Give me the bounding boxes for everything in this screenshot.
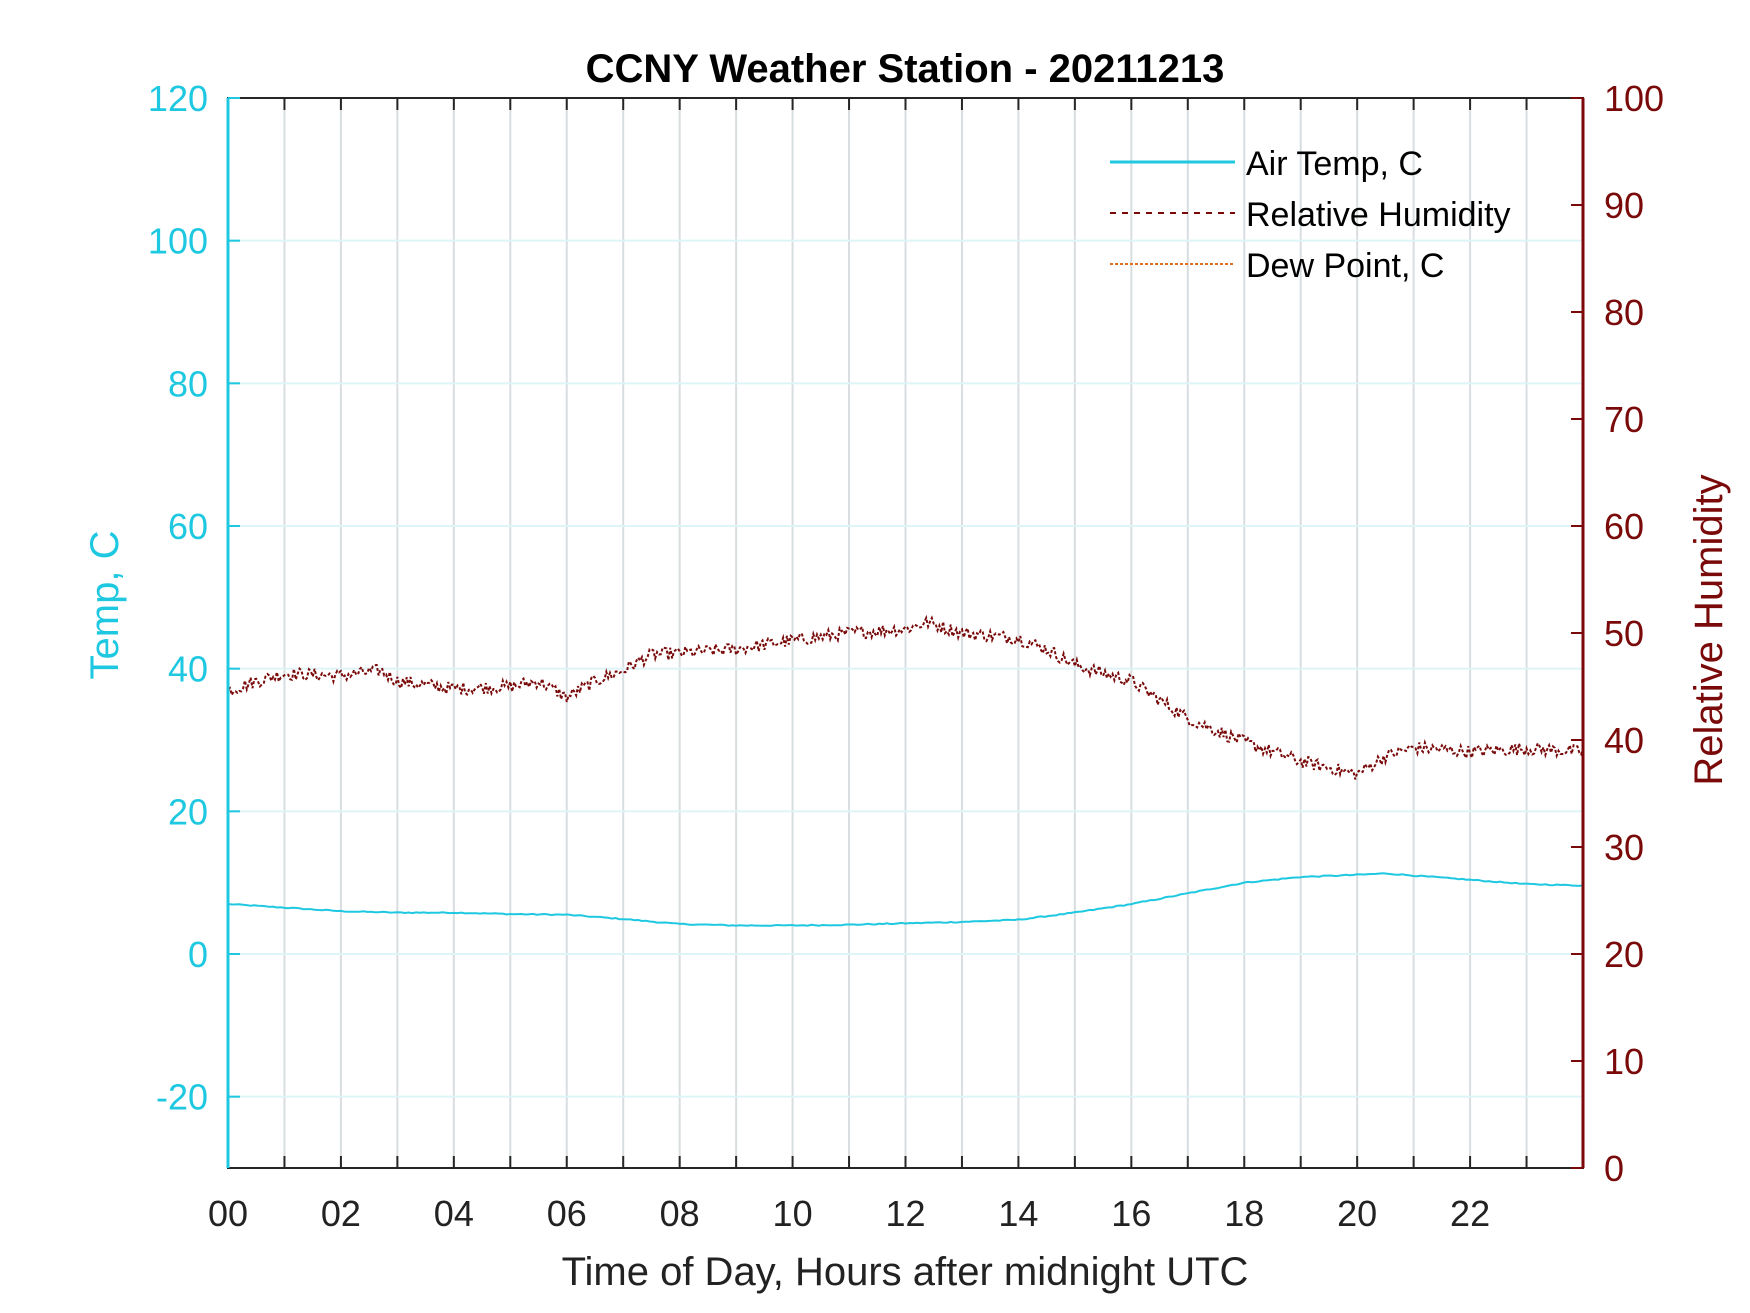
x-tick-label: 14 xyxy=(998,1193,1038,1234)
x-tick-label: 18 xyxy=(1224,1193,1264,1234)
air-temp-line xyxy=(227,872,1584,927)
x-tick-label: 10 xyxy=(773,1193,813,1234)
y-tick-label-left: 40 xyxy=(168,649,208,690)
y-tick-label-left: 100 xyxy=(148,221,208,262)
y-tick-label-right: 100 xyxy=(1604,78,1664,119)
x-axis-label: Time of Day, Hours after midnight UTC xyxy=(562,1250,1249,1294)
y-tick-label-right: 50 xyxy=(1604,613,1644,654)
x-tick-label: 12 xyxy=(885,1193,925,1234)
y-tick-label-left: -20 xyxy=(156,1077,208,1118)
legend: Air Temp, C Relative Humidity Dew Point,… xyxy=(1110,145,1511,285)
y-tick-label-left: 20 xyxy=(168,791,208,832)
y-tick-label-right: 30 xyxy=(1604,827,1644,868)
legend-label-air-temp: Air Temp, C xyxy=(1246,145,1423,183)
x-tick-label: 02 xyxy=(321,1193,361,1234)
x-tick-label: 04 xyxy=(434,1193,474,1234)
y-tick-label-right: 10 xyxy=(1604,1041,1644,1082)
legend-label-dew-point: Dew Point, C xyxy=(1246,247,1444,285)
grid xyxy=(228,97,1583,1168)
y-tick-label-right: 80 xyxy=(1604,292,1644,333)
y-tick-label-left: 60 xyxy=(168,506,208,547)
x-tick-label: 20 xyxy=(1337,1193,1377,1234)
y-tick-label-right: 70 xyxy=(1604,399,1644,440)
ticks: 00 02 04 06 08 10 12 14 16 18 20 22120100806040200-… xyxy=(148,78,1664,1234)
y-tick-label-left: 0 xyxy=(188,934,208,975)
x-tick-label: 06 xyxy=(547,1193,587,1234)
series-group xyxy=(227,614,1584,927)
y-axis-label-left: Temp, C xyxy=(83,531,127,680)
x-tick-label: 08 xyxy=(660,1193,700,1234)
y-tick-label-right: 60 xyxy=(1604,506,1644,547)
y-tick-label-right: 40 xyxy=(1604,720,1644,761)
y-tick-label-left: 80 xyxy=(168,363,208,404)
x-tick-label: 16 xyxy=(1111,1193,1151,1234)
y-axis-label-right: Relative Humidity xyxy=(1687,474,1731,785)
x-tick-label: 00 xyxy=(208,1193,248,1234)
y-tick-label-right: 90 xyxy=(1604,185,1644,226)
x-tick-label: 22 xyxy=(1450,1193,1490,1234)
y-tick-label-left: 120 xyxy=(148,78,208,119)
y-tick-label-right: 0 xyxy=(1604,1148,1624,1189)
legend-label-relative-humidity: Relative Humidity xyxy=(1246,196,1511,234)
y-tick-label-right: 20 xyxy=(1604,934,1644,975)
chart-title: CCNY Weather Station - 20211213 xyxy=(586,47,1225,91)
